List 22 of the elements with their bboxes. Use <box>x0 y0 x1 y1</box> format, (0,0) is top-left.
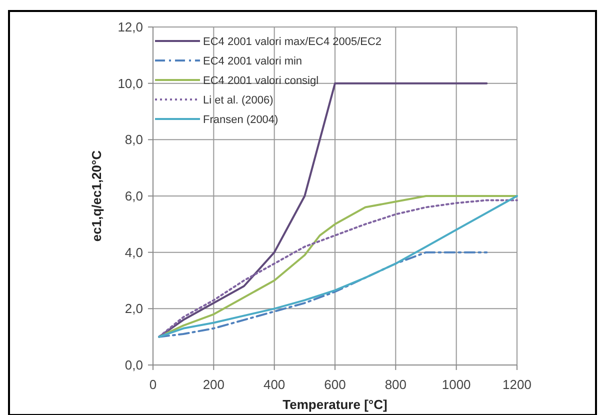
line-series <box>158 251 488 338</box>
legend-label: EC4 2001 valori max/EC4 2005/EC2 <box>203 36 382 48</box>
x-tick-label: 400 <box>263 377 286 392</box>
legend-label: Fransen (2004) <box>203 114 278 126</box>
y-tick-label: 6,0 <box>124 188 143 204</box>
y-tick-label: 0,0 <box>124 358 143 373</box>
x-tick-label: 0 <box>149 377 157 392</box>
y-tick-label: 12,0 <box>118 20 143 35</box>
legend-label: EC4 2001 valori consigl <box>203 74 319 87</box>
x-tick-label: 200 <box>202 377 225 392</box>
legend-label: Li et al. (2006) <box>203 94 274 106</box>
legend-label: EC4 2001 valori min <box>203 55 302 68</box>
y-tick-label: 2,0 <box>124 301 143 316</box>
x-tick-label: 800 <box>384 377 407 392</box>
y-tick-label: 4,0 <box>124 244 143 260</box>
y-axis-title: ec1,q/ec1,20°C <box>89 150 104 242</box>
y-tick-label: 10,0 <box>118 76 143 91</box>
y-tick-label: 8,0 <box>124 132 143 148</box>
x-tick-label: 1000 <box>442 377 471 392</box>
x-tick-label: 600 <box>324 377 346 392</box>
x-tick-label: 1200 <box>502 377 532 392</box>
x-axis-title: Temperature [°C] <box>282 397 388 412</box>
